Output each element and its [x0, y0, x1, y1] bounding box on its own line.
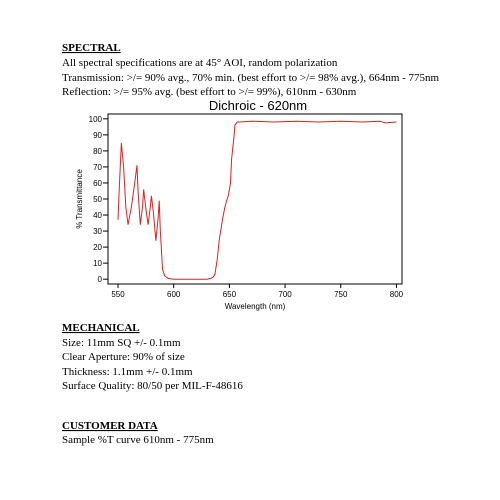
- spec-line: Thickness: 1.1mm +/- 0.1mm: [62, 366, 193, 378]
- spec-line: Size: 11mm SQ +/- 0.1mm: [62, 337, 181, 349]
- spec-line: Sample %T curve 610nm - 775nm: [62, 434, 214, 446]
- y-tick-label: 30: [93, 227, 102, 236]
- y-tick-label: 40: [93, 211, 102, 220]
- y-tick-label: 80: [93, 147, 102, 156]
- y-tick-label: 60: [93, 179, 102, 188]
- spec-line: Reflection: >/= 95% avg. (best effort to…: [62, 86, 357, 98]
- spec-line: Surface Quality: 80/50 per MIL-F-48616: [62, 380, 243, 392]
- y-tick-label: 50: [93, 195, 102, 204]
- x-tick-label: 550: [111, 290, 125, 299]
- section-heading: MECHANICAL: [62, 322, 140, 334]
- x-tick-label: 650: [223, 290, 237, 299]
- y-tick-label: 100: [89, 115, 103, 124]
- spec-line: All spectral specifications are at 45° A…: [62, 57, 338, 69]
- section-heading: SPECTRAL: [62, 42, 121, 54]
- x-tick-label: 600: [167, 290, 181, 299]
- x-tick-label: 800: [390, 290, 404, 299]
- y-tick-label: 10: [93, 259, 102, 268]
- y-tick-label: 20: [93, 243, 102, 252]
- x-axis-label: Wavelength (nm): [225, 302, 286, 311]
- y-tick-label: 0: [98, 275, 103, 284]
- data-line: [117, 120, 397, 280]
- x-tick-label: 750: [334, 290, 348, 299]
- y-tick-label: 90: [93, 131, 102, 140]
- spec-line: Clear Aperture: 90% of size: [62, 351, 185, 363]
- spec-line: Transmission: >/= 90% avg., 70% min. (be…: [62, 72, 440, 84]
- y-axis-label: % Transmittance: [75, 169, 84, 229]
- y-tick-label: 70: [93, 163, 102, 172]
- section-heading: CUSTOMER DATA: [62, 420, 158, 432]
- chart-title: Dichroic - 620nm: [209, 98, 307, 113]
- x-tick-label: 700: [278, 290, 292, 299]
